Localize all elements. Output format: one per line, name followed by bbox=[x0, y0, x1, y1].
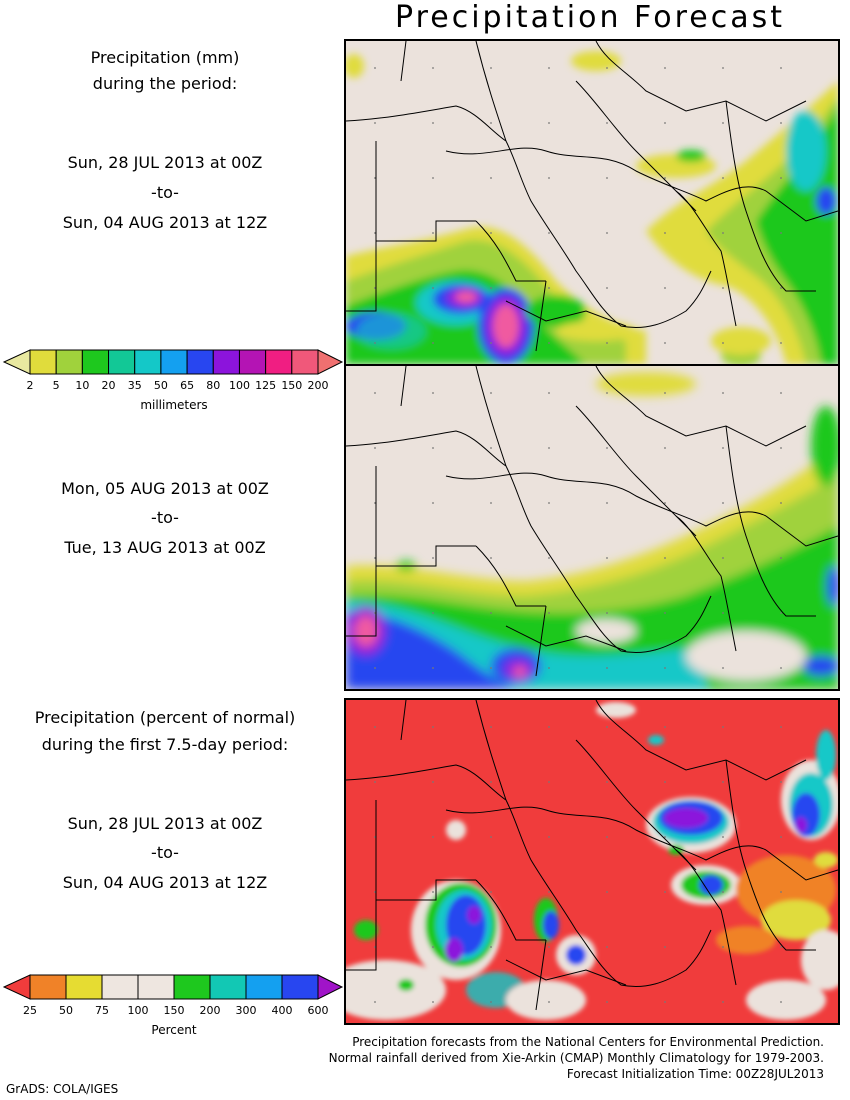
colorbar-mm-swatch-high bbox=[317, 349, 344, 375]
colorbar-pct-tick-label: 75 bbox=[95, 1004, 109, 1017]
colorbar-mm-tick-label: 20 bbox=[101, 379, 116, 392]
credit-line1: Precipitation forecasts from the Nationa… bbox=[352, 1035, 824, 1049]
colorbar-mm-unit: millimeters bbox=[140, 398, 208, 412]
colorbar-millimeters: 2 5 10 20 35 50 65 80 100 125 150 200 millimeters bbox=[0, 348, 345, 418]
colorbar-mm-tick-label: 100 bbox=[228, 379, 250, 392]
colorbar-pct-tick-label: 600 bbox=[307, 1004, 329, 1017]
map-precip-percent-normal-graphic bbox=[346, 700, 838, 1023]
colorbar-mm-swatch bbox=[29, 349, 57, 375]
colorbar-percent: 25 50 75 100 150 200 300 400 600 Percent bbox=[0, 973, 345, 1043]
colorbar-pct-tick-label: 300 bbox=[235, 1004, 257, 1017]
page-title: Precipitation Forecast bbox=[395, 0, 785, 35]
map-precip-week1-graphic bbox=[346, 41, 838, 364]
colorbar-mm-swatch bbox=[186, 349, 214, 375]
colorbar-mm-swatch bbox=[134, 349, 162, 375]
colorbar-percent-swatches bbox=[2, 974, 344, 1000]
colorbar-mm-tick-label: 35 bbox=[127, 379, 142, 392]
colorbar-pct-swatch bbox=[173, 974, 211, 1000]
credit-line3: Forecast Initialization Time: 00Z28JUL20… bbox=[566, 1067, 824, 1081]
colorbar-millimeters-swatches bbox=[2, 349, 344, 375]
colorbar-pct-swatch-low bbox=[2, 974, 31, 1000]
panel3-heading-line2: during the first 7.5-day period: bbox=[41, 735, 289, 754]
panel1-start-date: Sun, 28 JUL 2013 at 00Z bbox=[67, 153, 263, 172]
panel3-heading-line1: Precipitation (percent of normal) bbox=[34, 708, 296, 727]
colorbar-pct-swatch bbox=[29, 974, 67, 1000]
panel1-end-date: Sun, 04 AUG 2013 at 12Z bbox=[62, 213, 268, 232]
panel2-end-date: Tue, 13 AUG 2013 at 00Z bbox=[64, 538, 266, 557]
colorbar-mm-tick-label: 2 bbox=[26, 379, 34, 392]
colorbar-mm-tick-label: 80 bbox=[206, 379, 221, 392]
colorbar-mm-tick-label: 200 bbox=[307, 379, 329, 392]
colorbar-mm-tick-label: 65 bbox=[180, 379, 195, 392]
map-precip-week2 bbox=[344, 364, 840, 691]
colorbar-pct-tick-label: 150 bbox=[163, 1004, 185, 1017]
colorbar-pct-unit: Percent bbox=[151, 1023, 197, 1037]
map-precip-week2-graphic bbox=[346, 366, 838, 689]
panel1-heading-line2: during the period: bbox=[92, 74, 238, 93]
colorbar-pct-swatch-high bbox=[317, 974, 344, 1000]
map-precip-percent-normal bbox=[344, 698, 840, 1025]
colorbar-mm-swatch bbox=[291, 349, 319, 375]
colorbar-pct-tick-label: 100 bbox=[127, 1004, 149, 1017]
panel1-heading-line1: Precipitation (mm) bbox=[90, 48, 240, 67]
colorbar-mm-tick-label: 10 bbox=[75, 379, 90, 392]
colorbar-pct-swatch bbox=[209, 974, 247, 1000]
software-credit: GrADS: COLA/IGES bbox=[6, 1082, 119, 1096]
colorbar-mm-swatch bbox=[160, 349, 188, 375]
colorbar-pct-swatch bbox=[101, 974, 139, 1000]
map-precip-week1 bbox=[344, 39, 840, 366]
colorbar-mm-tick-label: 5 bbox=[52, 379, 60, 392]
panel1-to: -to- bbox=[151, 183, 179, 202]
colorbar-mm-swatch bbox=[212, 349, 240, 375]
colorbar-pct-tick-label: 50 bbox=[59, 1004, 73, 1017]
colorbar-mm-swatch bbox=[265, 349, 293, 375]
colorbar-pct-swatch bbox=[137, 974, 175, 1000]
colorbar-mm-swatch-low bbox=[2, 349, 31, 375]
colorbar-pct-swatch bbox=[281, 974, 319, 1000]
colorbar-mm-swatch bbox=[108, 349, 136, 375]
colorbar-pct-tick-label: 400 bbox=[271, 1004, 293, 1017]
credit-line2: Normal rainfall derived from Xie-Arkin (… bbox=[328, 1051, 824, 1065]
panel3-start-date: Sun, 28 JUL 2013 at 00Z bbox=[67, 814, 263, 833]
colorbar-mm-swatch bbox=[238, 349, 267, 375]
colorbar-mm-tick-label: 150 bbox=[281, 379, 303, 392]
colorbar-pct-tick-label: 200 bbox=[199, 1004, 221, 1017]
colorbar-mm-tick-label: 125 bbox=[255, 379, 277, 392]
credits: Precipitation forecasts from the Nationa… bbox=[329, 1034, 824, 1082]
panel3-end-date: Sun, 04 AUG 2013 at 12Z bbox=[62, 873, 268, 892]
panel2-to: -to- bbox=[151, 508, 179, 527]
panel2-start-date: Mon, 05 AUG 2013 at 00Z bbox=[61, 479, 269, 498]
panel3-to: -to- bbox=[151, 843, 179, 862]
colorbar-mm-swatch bbox=[81, 349, 110, 375]
colorbar-mm-swatch bbox=[55, 349, 83, 375]
colorbar-pct-tick-label: 25 bbox=[23, 1004, 37, 1017]
colorbar-pct-swatch bbox=[245, 974, 283, 1000]
colorbar-mm-tick-label: 50 bbox=[153, 379, 168, 392]
colorbar-pct-swatch bbox=[65, 974, 103, 1000]
